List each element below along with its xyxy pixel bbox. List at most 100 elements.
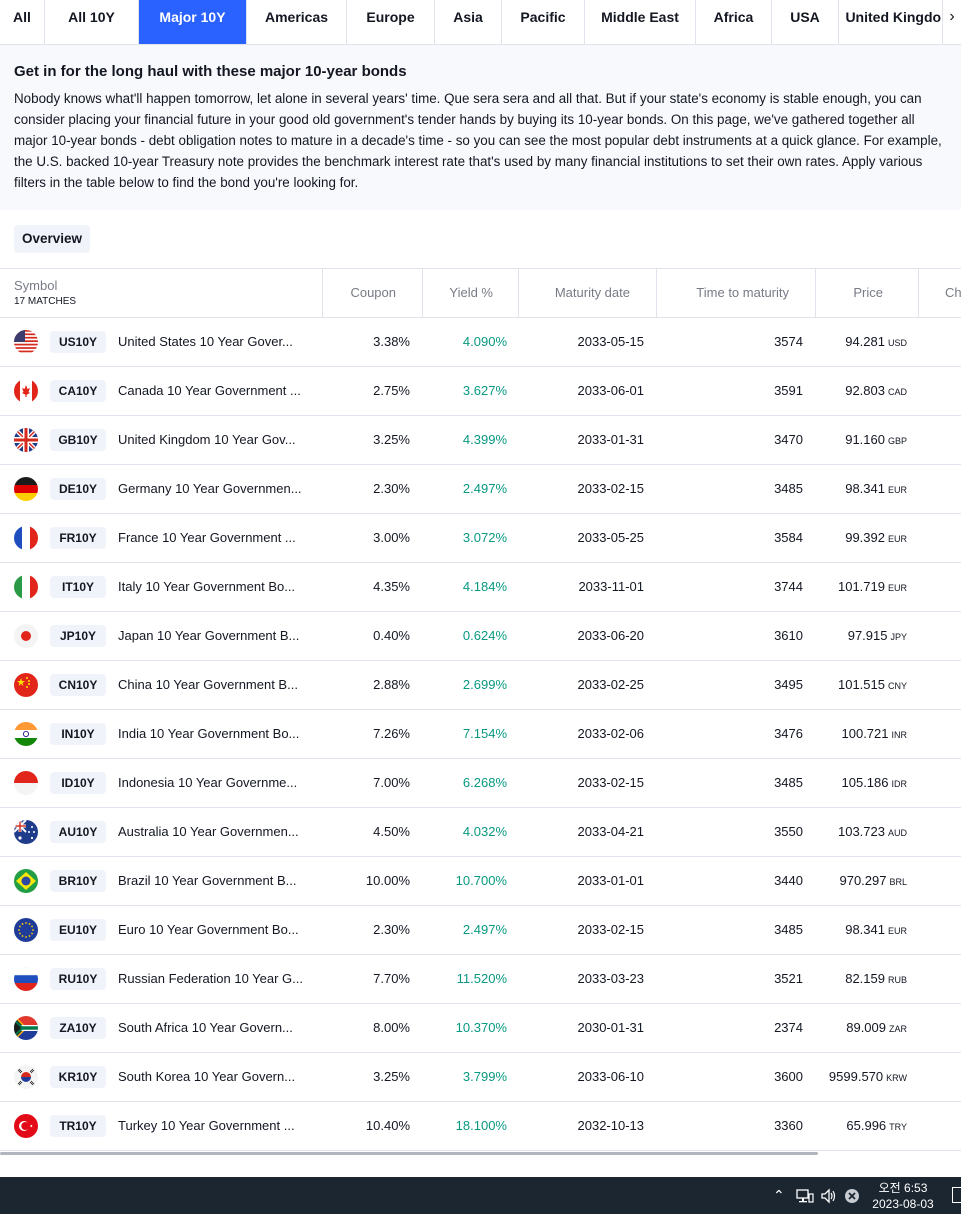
- bond-name[interactable]: Italy 10 Year Government Bo...: [118, 579, 296, 594]
- show-desktop-button[interactable]: [952, 1187, 961, 1203]
- price-currency: KRW: [886, 1073, 907, 1083]
- bond-name[interactable]: United States 10 Year Gover...: [118, 334, 293, 349]
- table-row[interactable]: ID10Y Indonesia 10 Year Governme... 7.00% 6…: [0, 759, 961, 808]
- symbol-ticker[interactable]: FR10Y: [50, 527, 106, 549]
- bond-name[interactable]: South Africa 10 Year Govern...: [118, 1020, 293, 1035]
- symbol-ticker[interactable]: CN10Y: [50, 674, 106, 696]
- maturity-date: 2033-02-15: [577, 481, 645, 496]
- price-number: 82.159: [845, 971, 885, 986]
- coupon-value: 7.70%: [373, 971, 410, 986]
- tab-middle-east[interactable]: Middle East: [585, 0, 696, 44]
- table-row[interactable]: CN10Y China 10 Year Government B... 2.88% 2…: [0, 661, 961, 710]
- table-row[interactable]: IN10Y India 10 Year Government Bo... 7.26%…: [0, 710, 961, 759]
- column-header-time-to-maturity[interactable]: Time to maturity: [656, 269, 815, 317]
- table-row[interactable]: IT10Y Italy 10 Year Government Bo... 4.35%…: [0, 563, 961, 612]
- price-number: 970.297: [839, 873, 887, 888]
- symbol-ticker[interactable]: AU10Y: [50, 821, 106, 843]
- symbol-ticker[interactable]: BR10Y: [50, 870, 106, 892]
- table-row[interactable]: US10Y United States 10 Year Gover... 3.38%…: [0, 318, 961, 367]
- flag-cn-icon: [14, 673, 38, 697]
- bond-name[interactable]: South Korea 10 Year Govern...: [118, 1069, 296, 1084]
- column-header-yield[interactable]: Yield %: [422, 269, 518, 317]
- symbol-ticker[interactable]: RU10Y: [50, 968, 106, 990]
- symbol-ticker[interactable]: DE10Y: [50, 478, 106, 500]
- tab-africa[interactable]: Africa: [696, 0, 772, 44]
- table-row[interactable]: KR10Y South Korea 10 Year Govern... 3.25% 3…: [0, 1053, 961, 1102]
- table-row[interactable]: AU10Y Australia 10 Year Governmen... 4.50%…: [0, 808, 961, 857]
- column-header-maturity[interactable]: Maturity date: [518, 269, 656, 317]
- symbol-ticker[interactable]: JP10Y: [50, 625, 106, 647]
- symbol-ticker[interactable]: IT10Y: [50, 576, 106, 598]
- coupon-value: 2.30%: [373, 481, 410, 496]
- table-row[interactable]: EU10Y Euro 10 Year Government Bo... 2.30% 2…: [0, 906, 961, 955]
- tab-all-10y[interactable]: All 10Y: [45, 0, 139, 44]
- column-header-coupon[interactable]: Coupon: [322, 269, 422, 317]
- tab-major-10y[interactable]: Major 10Y: [139, 0, 247, 44]
- price-currency: EUR: [887, 583, 907, 593]
- flag-br-icon: [14, 869, 38, 893]
- tab-pacific[interactable]: Pacific: [502, 0, 585, 44]
- time-to-maturity: 3470: [774, 432, 803, 447]
- price-value: 94.281 USD: [815, 318, 907, 366]
- maturity-date: 2033-04-21: [577, 824, 645, 839]
- bond-name[interactable]: China 10 Year Government B...: [118, 677, 298, 692]
- coupon-value: 2.30%: [373, 922, 410, 937]
- bond-name[interactable]: Indonesia 10 Year Governme...: [118, 775, 298, 790]
- bond-name[interactable]: Germany 10 Year Governmen...: [118, 481, 302, 496]
- tab-all[interactable]: All: [0, 0, 45, 44]
- tab-usa[interactable]: USA: [772, 0, 839, 44]
- symbol-ticker[interactable]: GB10Y: [50, 429, 106, 451]
- close-circle-icon[interactable]: [844, 1177, 860, 1214]
- chevron-right-icon[interactable]: ›: [942, 0, 961, 44]
- network-icon[interactable]: [796, 1177, 814, 1214]
- bond-name[interactable]: Canada 10 Year Government ...: [118, 383, 301, 398]
- column-header-price[interactable]: Price: [815, 269, 918, 317]
- maturity-date: 2033-02-06: [577, 726, 645, 741]
- overview-tab[interactable]: Overview: [14, 225, 91, 253]
- bond-name[interactable]: Russian Federation 10 Year G...: [118, 971, 304, 986]
- bond-name[interactable]: India 10 Year Government Bo...: [118, 726, 300, 741]
- bond-name[interactable]: France 10 Year Government ...: [118, 530, 296, 545]
- time-to-maturity: 3744: [774, 579, 803, 594]
- tab-europe[interactable]: Europe: [347, 0, 435, 44]
- symbol-ticker[interactable]: US10Y: [50, 331, 106, 353]
- table-row[interactable]: FR10Y France 10 Year Government ... 3.00% 3…: [0, 514, 961, 563]
- maturity-date: 2033-05-25: [577, 530, 645, 545]
- bond-name[interactable]: Euro 10 Year Government Bo...: [118, 922, 299, 937]
- volume-icon[interactable]: [820, 1177, 838, 1214]
- system-clock[interactable]: 오전 6:53 2023-08-03: [868, 1180, 938, 1212]
- price-value: 89.009 ZAR: [815, 1004, 907, 1052]
- table-row[interactable]: GB10Y United Kingdom 10 Year Gov... 3.25% 4…: [0, 416, 961, 465]
- table-row[interactable]: CA10Y Canada 10 Year Government ... 2.75% 3…: [0, 367, 961, 416]
- chevron-up-icon[interactable]: ⌃: [773, 1187, 785, 1203]
- bond-name[interactable]: Australia 10 Year Governmen...: [118, 824, 299, 839]
- bond-name[interactable]: Brazil 10 Year Government B...: [118, 873, 297, 888]
- tab-asia[interactable]: Asia: [435, 0, 502, 44]
- table-row[interactable]: BR10Y Brazil 10 Year Government B... 10.00…: [0, 857, 961, 906]
- bond-name[interactable]: Japan 10 Year Government B...: [118, 628, 300, 643]
- column-header-change[interactable]: Ch: [918, 269, 961, 317]
- maturity-date: 2033-05-15: [577, 334, 645, 349]
- flag-us-icon: [14, 330, 38, 354]
- symbol-ticker[interactable]: TR10Y: [50, 1115, 106, 1137]
- symbol-ticker[interactable]: EU10Y: [50, 919, 106, 941]
- tab-americas[interactable]: Americas: [247, 0, 347, 44]
- table-row[interactable]: JP10Y Japan 10 Year Government B... 0.40% 0…: [0, 612, 961, 661]
- table-row[interactable]: RU10Y Russian Federation 10 Year G... 7.70…: [0, 955, 961, 1004]
- horizontal-scrollbar[interactable]: [0, 1152, 818, 1155]
- symbol-ticker[interactable]: KR10Y: [50, 1066, 106, 1088]
- bond-name[interactable]: Turkey 10 Year Government ...: [118, 1118, 295, 1133]
- symbol-ticker[interactable]: CA10Y: [50, 380, 106, 402]
- symbol-ticker[interactable]: ID10Y: [50, 772, 106, 794]
- symbol-ticker[interactable]: ZA10Y: [50, 1017, 106, 1039]
- table-row[interactable]: DE10Y Germany 10 Year Governmen... 2.30% 2.…: [0, 465, 961, 514]
- yield-value: 3.799%: [462, 1069, 507, 1084]
- table-row[interactable]: TR10Y Turkey 10 Year Government ... 10.40%…: [0, 1102, 961, 1151]
- price-value: 98.341 EUR: [815, 906, 907, 954]
- table-row[interactable]: ZA10Y South Africa 10 Year Govern... 8.00%…: [0, 1004, 961, 1053]
- symbol-ticker[interactable]: IN10Y: [50, 723, 106, 745]
- column-header-symbol[interactable]: Symbol 17 MATCHES: [0, 269, 322, 317]
- time-to-maturity: 3584: [774, 530, 803, 545]
- price-currency: CNY: [887, 681, 907, 691]
- bond-name[interactable]: United Kingdom 10 Year Gov...: [118, 432, 296, 447]
